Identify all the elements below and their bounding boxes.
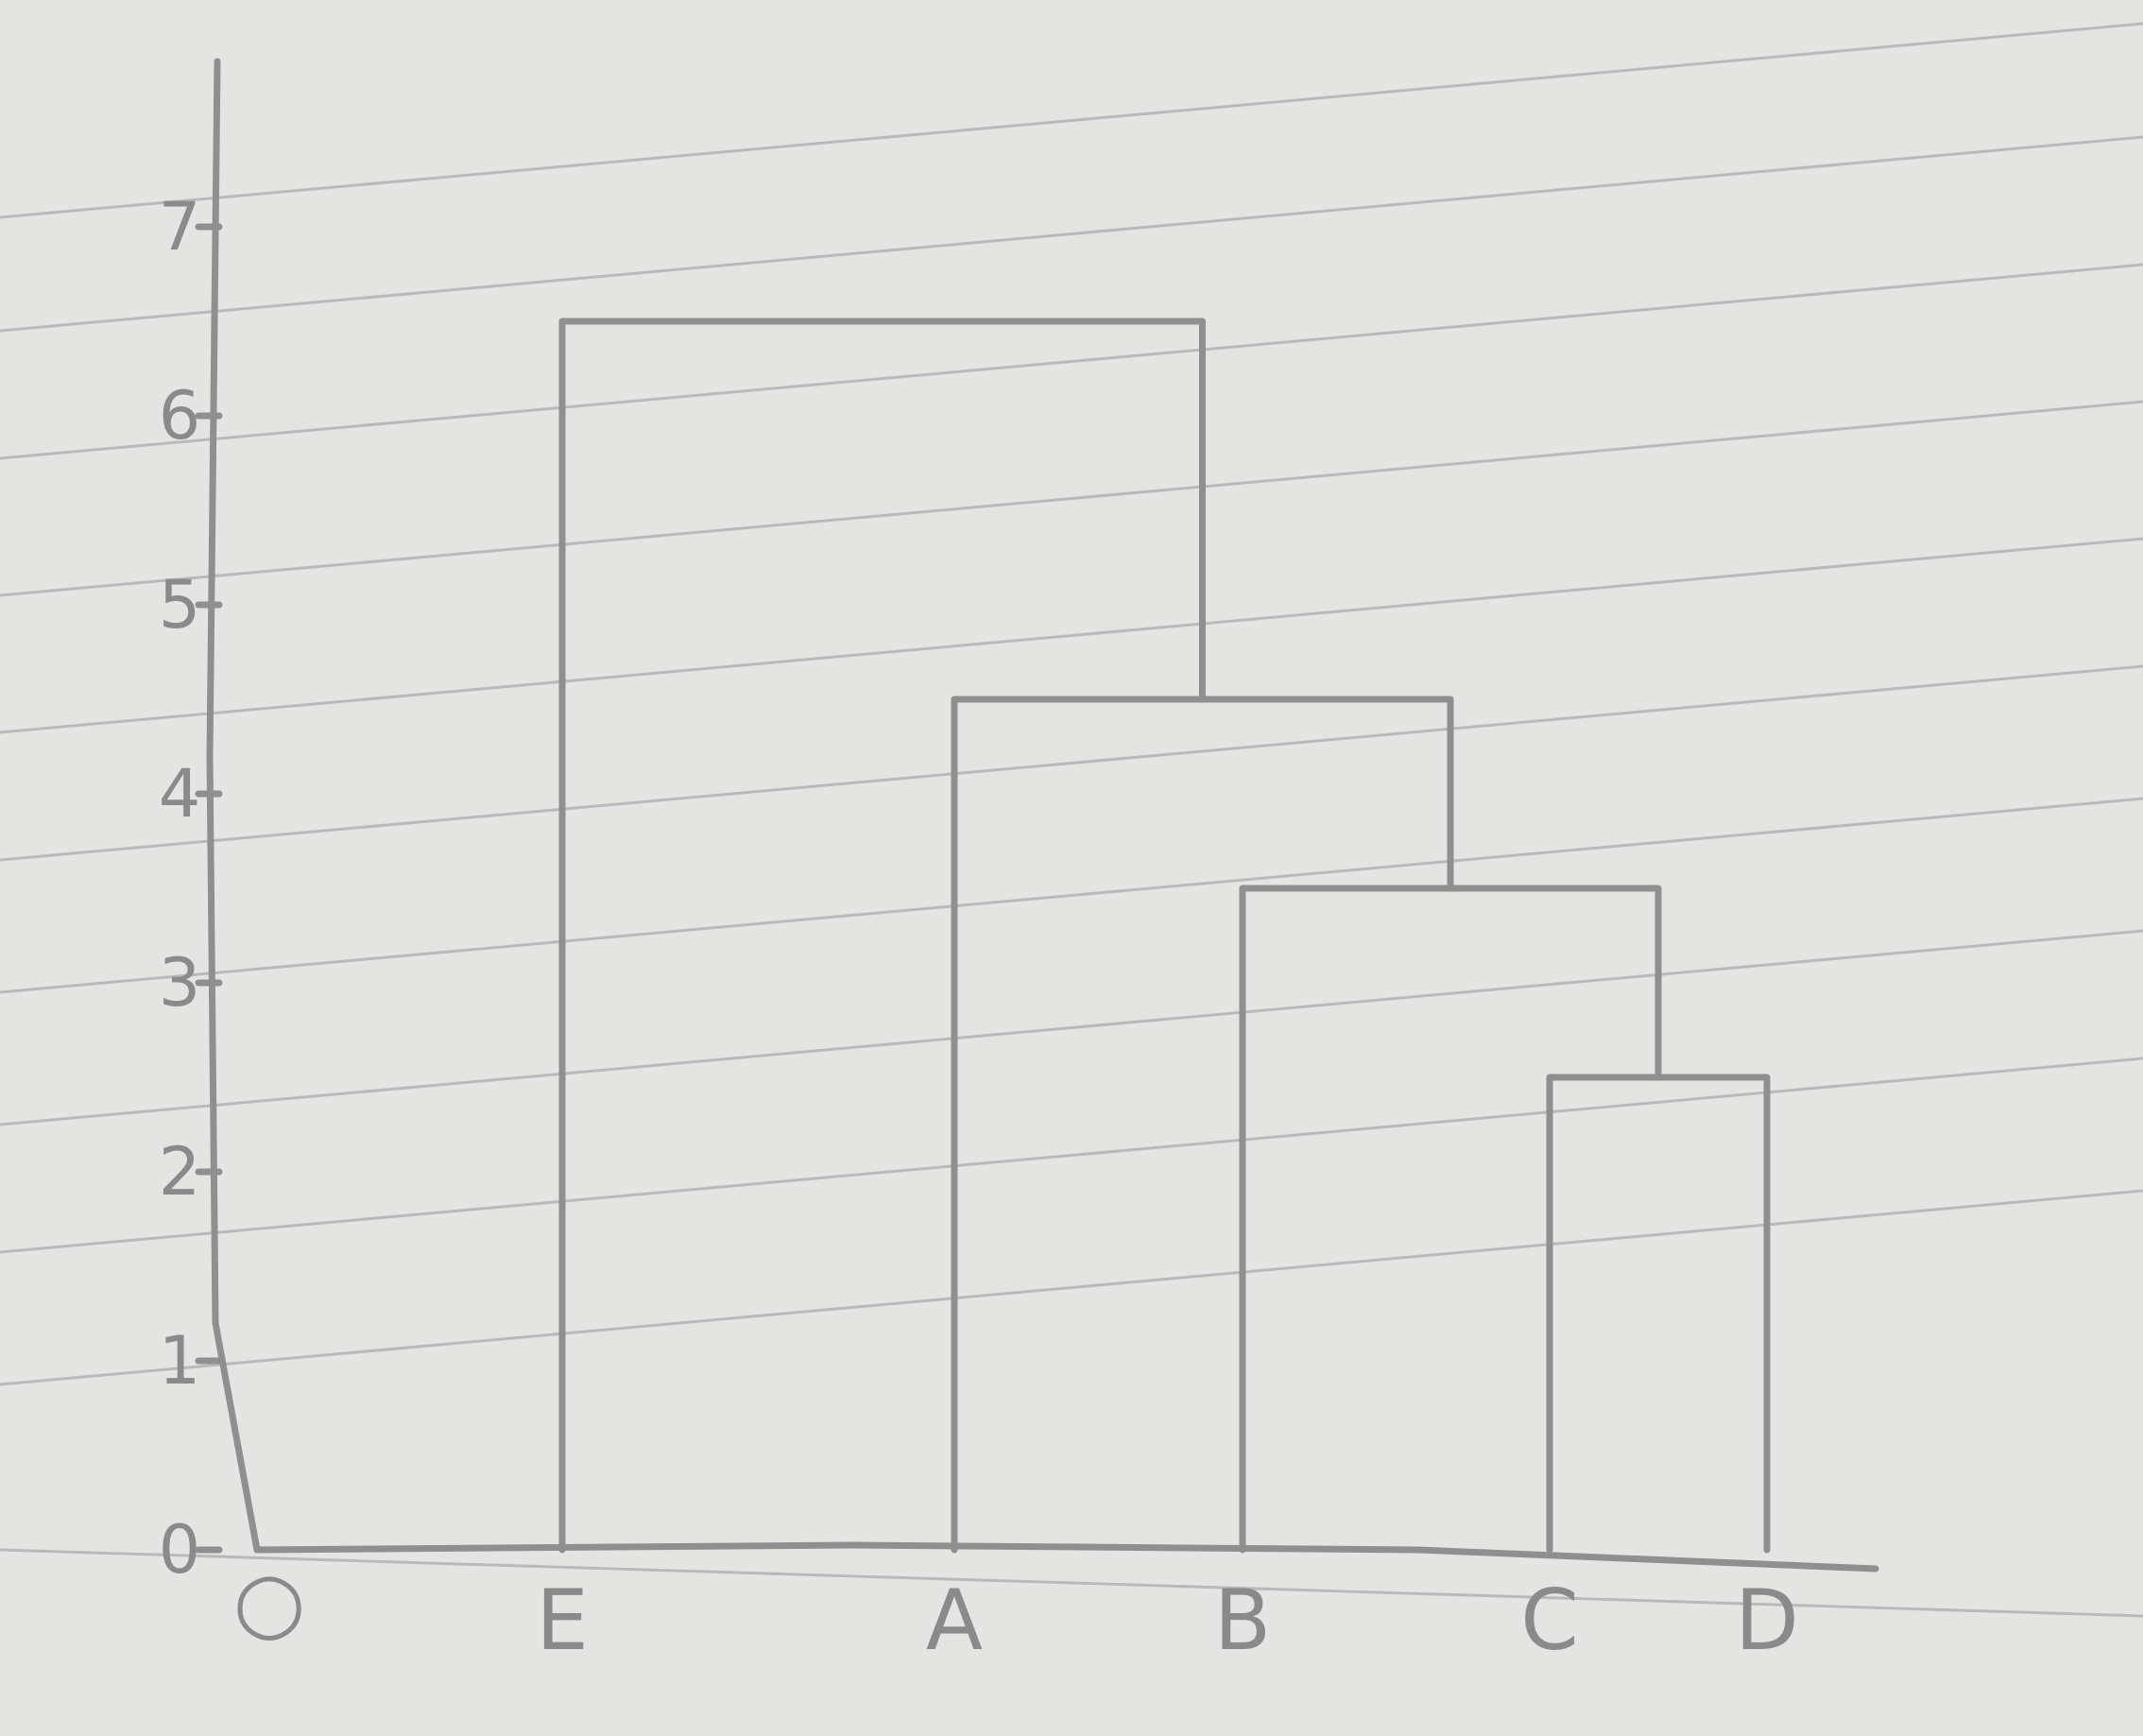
ruled-line [0,664,2143,862]
leaf-label-b: B [1214,1572,1271,1669]
leaf-label-e: E [536,1572,589,1669]
ruled-line [0,400,2143,597]
ruled-line [0,135,2143,333]
x-axis-line [253,1541,1879,1573]
ruled-line [0,1057,2143,1254]
notebook-ruled-lines [0,22,2143,1618]
ruled-line [0,1189,2143,1386]
leaf-label-c: C [1520,1572,1578,1669]
merge-link-2 [1239,885,1662,1554]
ruled-line [0,263,2143,460]
ruled-line [0,22,2143,219]
origin-label: ○ [233,1553,306,1650]
leaf-label-d: D [1735,1572,1799,1669]
y-tick-label: 4 [159,755,201,833]
ruled-line [0,797,2143,994]
y-tick-label: 2 [159,1133,201,1211]
y-axis-ticks: 0 1 2 3 4 5 6 7 [159,188,223,1589]
y-tick-label: 7 [159,188,201,266]
ruled-line [0,1548,2143,1618]
y-tick-label: 3 [159,944,201,1022]
dendrogram-links [558,318,1771,1554]
y-axis-line [206,58,261,1554]
merge-link-4 [558,318,1206,1554]
y-tick-label: 5 [159,566,201,644]
merge-link-1 [1546,1074,1771,1554]
leaf-label-a: A [926,1572,983,1669]
merge-link-3 [951,696,1454,1554]
y-tick-label: 6 [159,377,201,455]
ruled-line [0,537,2143,734]
y-tick-label: 0 [159,1511,201,1589]
y-tick-label: 1 [159,1322,201,1400]
ruled-line [0,929,2143,1126]
